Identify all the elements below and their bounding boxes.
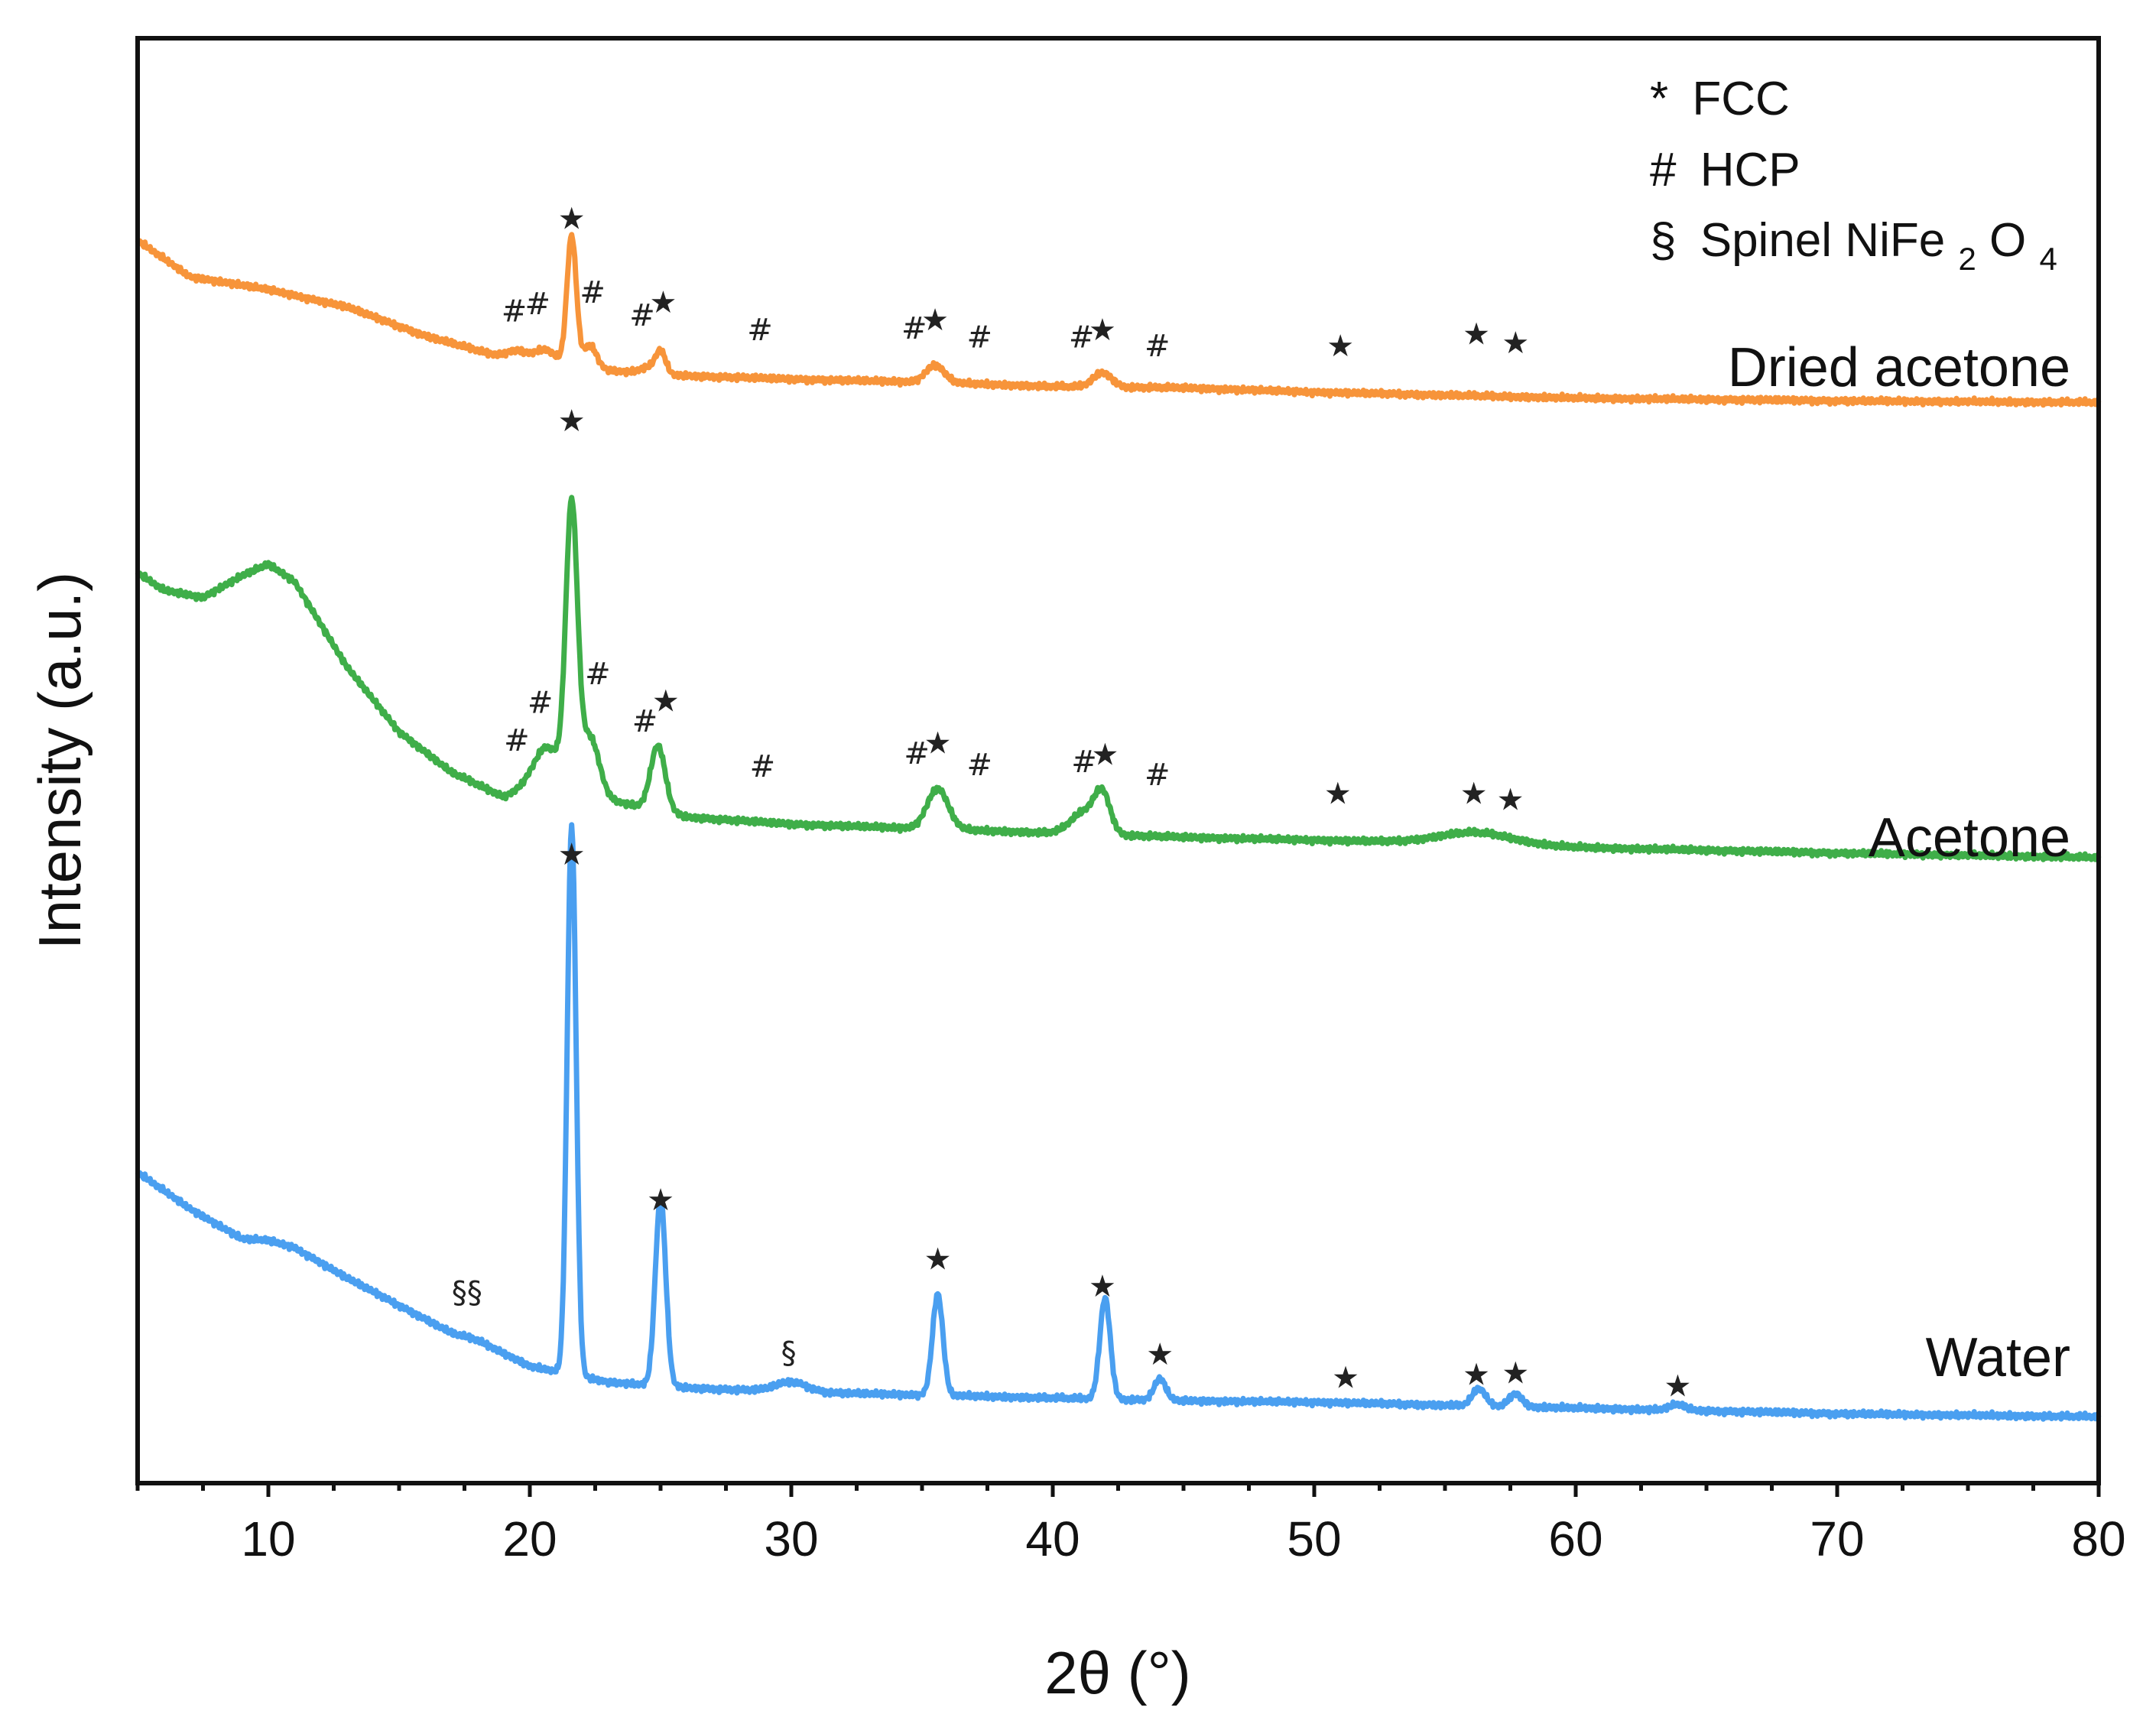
legend-spinel-sub1: 2: [1958, 241, 1976, 277]
hcp-peak-marker: #: [966, 320, 992, 355]
fcc-peak-marker: ★: [652, 684, 680, 719]
hcp-peak-marker: #: [585, 657, 611, 692]
fcc-peak-marker: ★: [1146, 1337, 1174, 1372]
hcp-peak-marker: #: [747, 313, 773, 348]
y-axis-title: Intensity (a.u.): [26, 572, 93, 950]
fcc-peak-marker: ★: [1463, 1357, 1490, 1392]
x-tick-label: 80: [2071, 1511, 2125, 1566]
fcc-peak-marker: ★: [1089, 313, 1116, 348]
x-tick-label: 10: [241, 1511, 295, 1566]
hcp-peak-marker: #: [528, 686, 554, 721]
legend-fcc: * FCC: [1650, 73, 1790, 125]
legend-spinel-mid: O: [1989, 214, 2026, 267]
hcp-peak-marker: #: [901, 311, 927, 346]
fcc-peak-marker: ★: [1460, 777, 1488, 812]
fcc-peak-marker: ★: [558, 201, 586, 236]
hcp-peak-marker: #: [525, 287, 551, 322]
fcc-peak-marker: ★: [1463, 317, 1490, 352]
hcp-peak-marker: #: [750, 749, 776, 784]
hcp-peak-marker: #: [1071, 745, 1097, 780]
hcp-peak-marker: #: [966, 748, 992, 783]
fcc-peak-marker: ★: [1332, 1360, 1359, 1395]
fcc-peak-marker: ★: [1091, 738, 1119, 773]
fcc-peak-marker: ★: [649, 285, 677, 320]
legend-fcc-label: FCC: [1692, 73, 1789, 125]
fcc-peak-marker: ★: [924, 1242, 952, 1277]
fcc-peak-marker: ★: [647, 1183, 674, 1218]
legend-spinel-label: Spinel NiFe: [1700, 214, 1945, 267]
legend-spinel-symbol: §: [1650, 214, 1676, 267]
fcc-peak-marker: ★: [924, 726, 952, 761]
fcc-peak-marker: ★: [1326, 329, 1354, 364]
fcc-peak-marker: ★: [558, 404, 586, 439]
legend: * FCC # HCP § Spinel NiFe 2 O 4: [1650, 73, 2057, 281]
series-line-dried-acetone: [135, 232, 2102, 408]
fcc-peak-marker: ★: [1089, 1269, 1116, 1304]
x-tick-label: 70: [1810, 1511, 1864, 1566]
fcc-peak-marker: ★: [1502, 326, 1529, 361]
x-tick-label: 30: [764, 1511, 818, 1566]
series-label-layer: Dried acetone Acetone Water: [1728, 337, 2070, 1388]
x-axis-title: 2θ (°): [1044, 1639, 1191, 1706]
x-tick-label: 40: [1025, 1511, 1080, 1566]
series-label-acetone: Acetone: [1869, 807, 2070, 868]
fcc-peak-marker: ★: [558, 837, 586, 872]
hcp-peak-marker: #: [580, 275, 606, 310]
legend-hcp: # HCP: [1650, 144, 1800, 196]
hcp-peak-marker: #: [632, 704, 658, 739]
series-line-water: [135, 822, 2102, 1422]
hcp-peak-marker: #: [1069, 320, 1095, 355]
hcp-peak-marker: #: [629, 298, 655, 333]
legend-fcc-symbol: *: [1650, 73, 1668, 125]
series-line-acetone: [135, 495, 2102, 862]
legend-hcp-symbol: #: [1650, 144, 1677, 196]
spinel-peak-marker: §§: [452, 1275, 482, 1310]
x-tick-label: 60: [1548, 1511, 1602, 1566]
series-label-water: Water: [1926, 1327, 2070, 1388]
x-tick-label: 50: [1287, 1511, 1341, 1566]
legend-spinel-sub2: 4: [2040, 241, 2057, 277]
hcp-peak-marker: #: [1145, 758, 1171, 793]
series-label-dried-acetone: Dried acetone: [1728, 337, 2070, 398]
fcc-peak-marker: ★: [921, 303, 949, 338]
fcc-peak-marker: ★: [1497, 782, 1524, 817]
hcp-peak-marker: #: [504, 723, 530, 758]
hcp-peak-marker: #: [1145, 329, 1171, 364]
legend-hcp-label: HCP: [1700, 144, 1800, 196]
fcc-peak-marker: ★: [1324, 777, 1352, 812]
hcp-peak-marker: #: [904, 736, 930, 771]
hcp-peak-marker: #: [502, 294, 528, 329]
fcc-peak-marker: ★: [1664, 1369, 1691, 1404]
x-tick-label: 20: [502, 1511, 557, 1566]
legend-spinel: § Spinel NiFe 2 O 4: [1650, 214, 2057, 281]
x-axis-ticks: 10 20 30 40 50 60 70 80: [135, 1483, 2126, 1566]
fcc-peak-marker: ★: [1502, 1356, 1529, 1391]
spinel-peak-marker: §: [781, 1336, 797, 1371]
series-layer: [135, 232, 2102, 1422]
peak-marker-layer: ★## ##★# #★ # #★ # ★ ★ ★★####★# #★# #★#★ ★ ★★§§★§★★★…: [452, 201, 1691, 1404]
